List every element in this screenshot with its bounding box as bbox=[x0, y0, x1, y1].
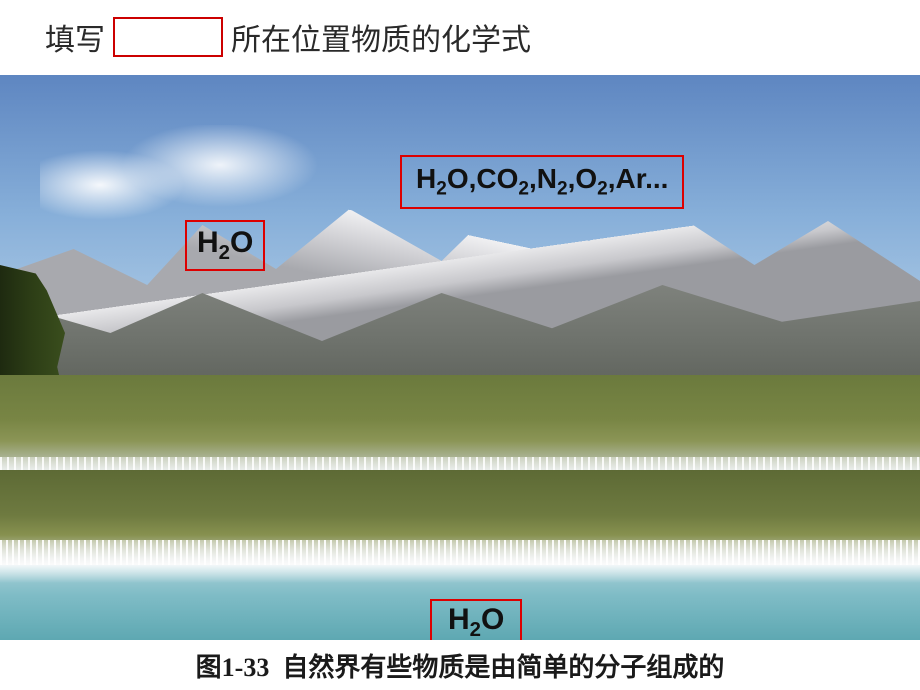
caption-text: 自然界有些物质是由简单的分子组成的 bbox=[282, 653, 724, 682]
figure-caption: 图1-33 自然界有些物质是由简单的分子组成的 bbox=[0, 647, 920, 684]
lower-terrace-waterfall bbox=[0, 470, 920, 570]
caption-prefix: 图1-33 bbox=[196, 653, 270, 682]
blank-placeholder-box bbox=[113, 17, 223, 57]
air-formula-label: H2O,CO2,N2,O2,Ar... bbox=[400, 155, 684, 209]
clouds bbox=[40, 125, 320, 235]
landscape-figure: H2O H2O,CO2,N2,O2,Ar... H2O bbox=[0, 75, 920, 640]
upper-terrace-waterfall bbox=[0, 375, 920, 485]
instruction-before: 填写 bbox=[45, 15, 105, 59]
instruction-after: 所在位置物质的化学式 bbox=[231, 15, 531, 59]
snow-formula-label: H2O bbox=[185, 220, 265, 271]
instruction-header: 填写 所在位置物质的化学式 bbox=[45, 15, 531, 59]
water-formula-label: H2O bbox=[430, 599, 522, 640]
